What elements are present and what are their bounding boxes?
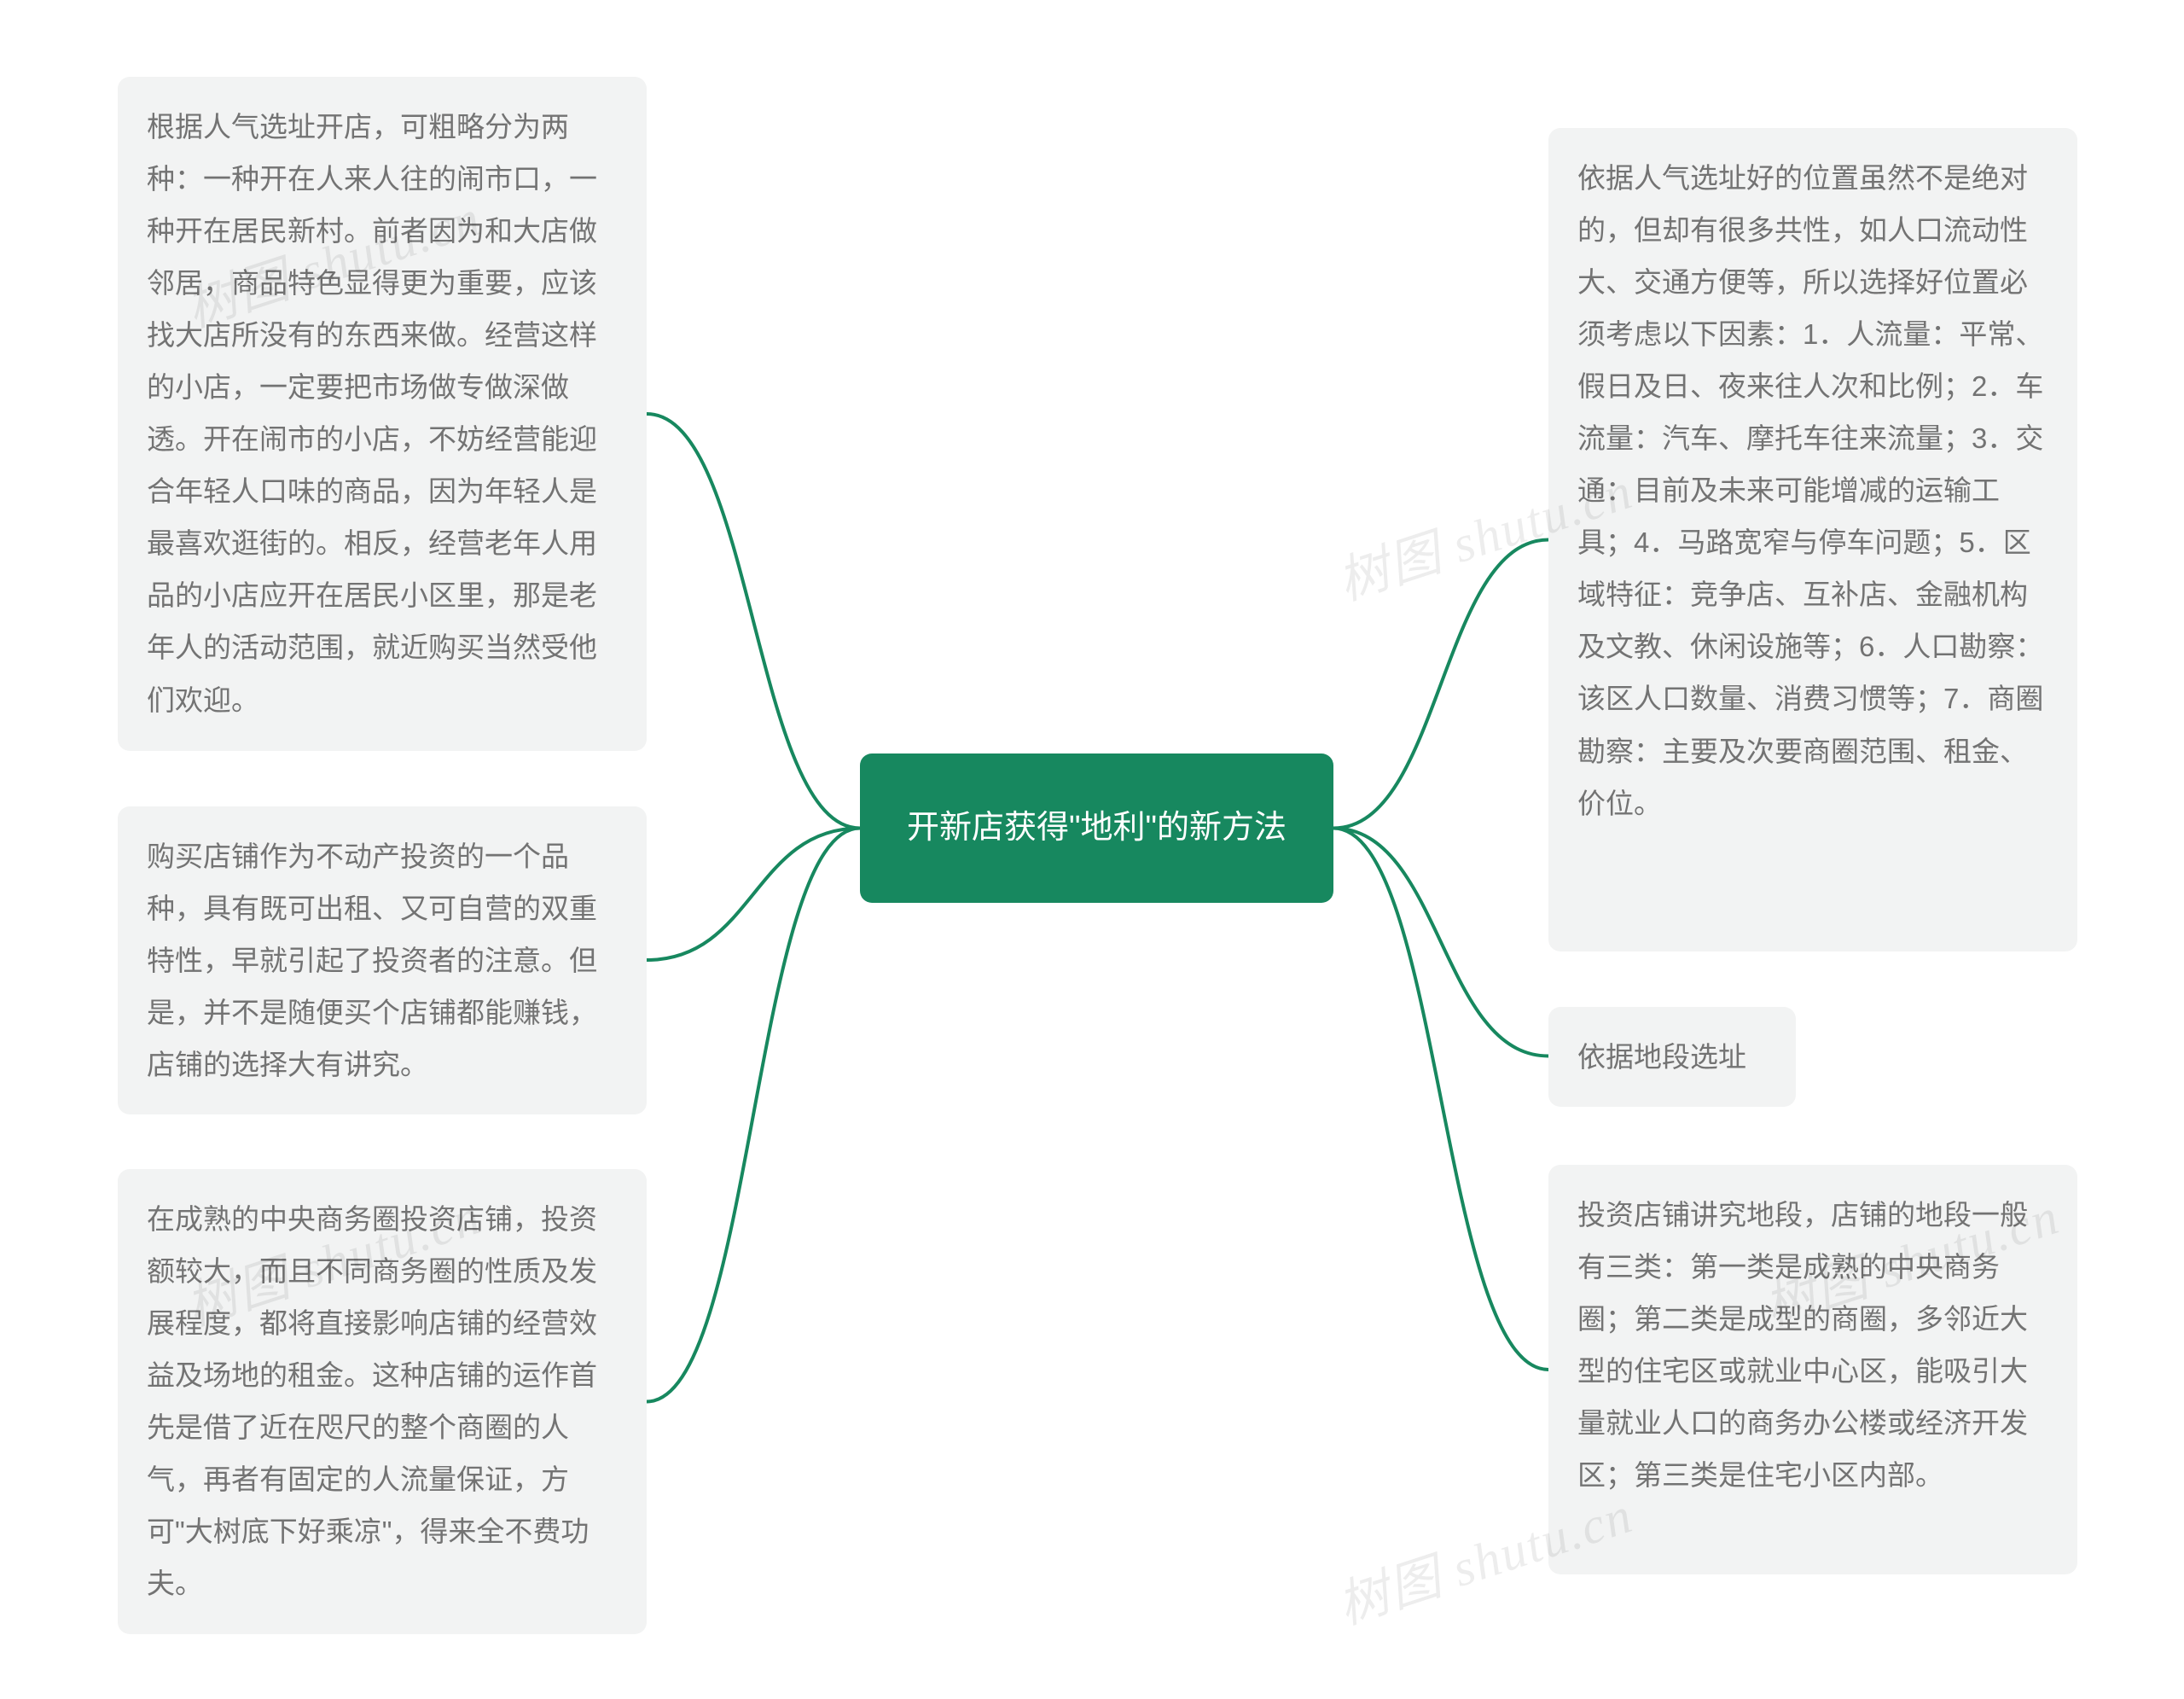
leaf-node-right-1: 依据人气选址好的位置虽然不是绝对的，但却有很多共性，如人口流动性大、交通方便等，… [1548,128,2077,951]
leaf-node-right-2: 依据地段选址 [1548,1007,1796,1107]
leaf-text: 依据地段选址 [1577,1041,1746,1073]
center-node: 开新店获得"地利"的新方法 [860,753,1333,903]
mindmap-canvas: 开新店获得"地利"的新方法 根据人气选址开店，可粗略分为两种：一种开在人来人往的… [0,0,2184,1699]
leaf-node-left-2: 购买店铺作为不动产投资的一个品种，具有既可出租、又可自营的双重特性，早就引起了投… [118,806,647,1114]
leaf-node-left-1: 根据人气选址开店，可粗略分为两种：一种开在人来人往的闹市口，一种开在居民新村。前… [118,77,647,751]
leaf-text: 根据人气选址开店，可粗略分为两种：一种开在人来人往的闹市口，一种开在居民新村。前… [147,111,597,716]
leaf-node-left-3: 在成熟的中央商务圈投资店铺，投资额较大，而且不同商务圈的性质及发展程度，都将直接… [118,1169,647,1634]
leaf-node-right-3: 投资店铺讲究地段，店铺的地段一般有三类：第一类是成熟的中央商务圈；第二类是成型的… [1548,1165,2077,1574]
leaf-text: 在成熟的中央商务圈投资店铺，投资额较大，而且不同商务圈的性质及发展程度，都将直接… [147,1203,597,1599]
center-node-text: 开新店获得"地利"的新方法 [907,798,1287,858]
leaf-text: 购买店铺作为不动产投资的一个品种，具有既可出租、又可自营的双重特性，早就引起了投… [147,841,597,1080]
leaf-text: 投资店铺讲究地段，店铺的地段一般有三类：第一类是成熟的中央商务圈；第二类是成型的… [1577,1199,2028,1491]
leaf-text: 依据人气选址好的位置虽然不是绝对的，但却有很多共性，如人口流动性大、交通方便等，… [1577,162,2043,819]
